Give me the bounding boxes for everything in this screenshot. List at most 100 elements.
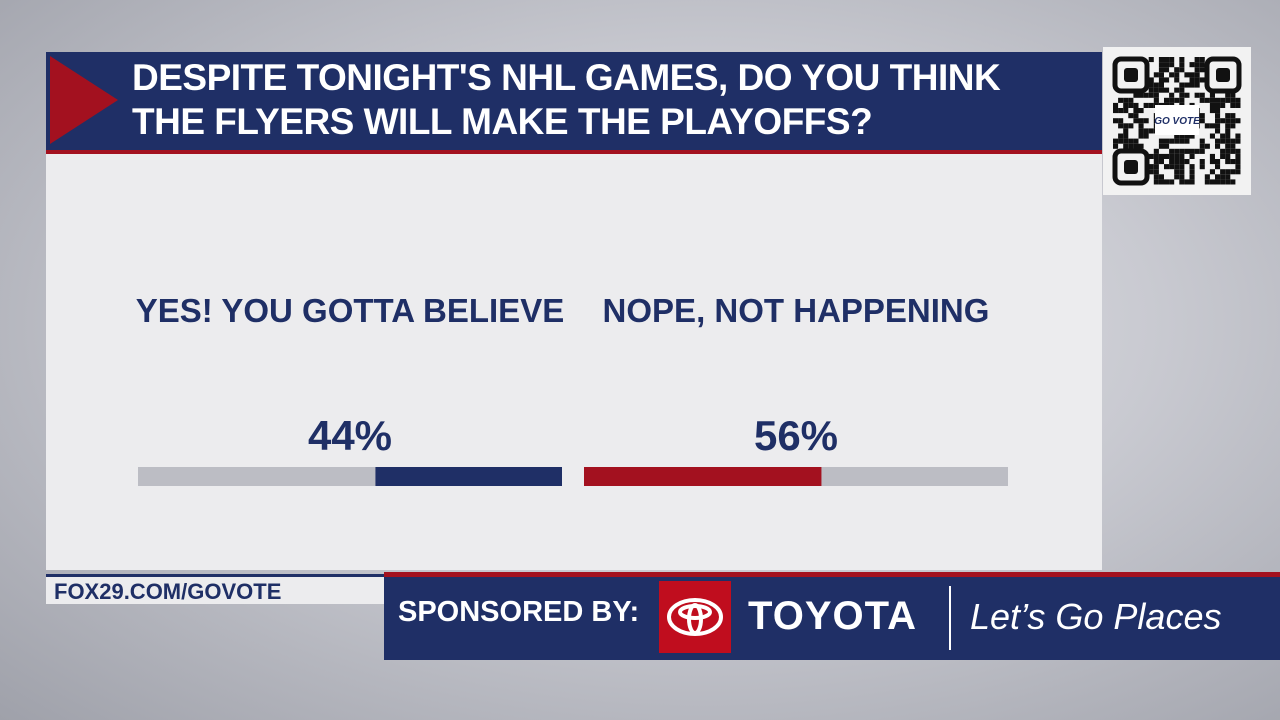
- qr-cell: [1158, 57, 1164, 63]
- qr-cell: [1164, 97, 1170, 103]
- qr-cell: [1164, 143, 1170, 149]
- qr-cell: [1199, 118, 1205, 124]
- qr-pattern: GO VOTE: [1112, 56, 1242, 186]
- qr-cell: [1215, 123, 1221, 129]
- qr-cell: [1169, 138, 1175, 144]
- qr-cell: [1230, 123, 1236, 129]
- logo-mark: [667, 598, 723, 636]
- qr-cell: [1235, 148, 1241, 154]
- qr-cell: [1209, 102, 1215, 108]
- qr-cell: [1128, 143, 1134, 149]
- qr-cell: [1225, 159, 1231, 165]
- qr-cell: [1169, 92, 1175, 98]
- qr-cell: [1164, 179, 1170, 185]
- sponsor-label: SPONSORED BY:: [398, 596, 640, 628]
- qr-cell: [1194, 67, 1200, 73]
- qr-cell: [1209, 97, 1215, 103]
- qr-cell: [1138, 92, 1144, 98]
- qr-cell: [1225, 113, 1231, 119]
- qr-cell: [1128, 123, 1134, 129]
- qr-cell: [1225, 174, 1231, 180]
- qr-cell: [1225, 169, 1231, 175]
- qr-cell: [1235, 138, 1241, 144]
- qr-cell: [1225, 133, 1231, 139]
- qr-cell: [1220, 133, 1226, 139]
- qr-cell: [1225, 138, 1231, 144]
- qr-cell: [1220, 138, 1226, 144]
- qr-cell: [1235, 118, 1241, 124]
- qr-cell: [1148, 77, 1154, 83]
- qr-cell: [1199, 148, 1205, 154]
- divider: [949, 586, 951, 650]
- qr-cell: [1215, 113, 1221, 119]
- qr-cell: [1153, 153, 1159, 159]
- qr-cell: [1209, 92, 1215, 98]
- qr-cell: [1189, 77, 1195, 83]
- qr-cell: [1179, 87, 1185, 93]
- qr-cell: [1133, 102, 1139, 108]
- arrow-icon: [50, 56, 118, 144]
- qr-cell: [1209, 179, 1215, 185]
- qr-cell: [1179, 169, 1185, 175]
- qr-cell: [1133, 143, 1139, 149]
- qr-cell: [1215, 159, 1221, 165]
- qr-cell: [1158, 153, 1164, 159]
- qr-cell: [1143, 92, 1149, 98]
- qr-cell: [1189, 133, 1195, 139]
- qr-cell: [1235, 159, 1241, 165]
- qr-cell: [1225, 143, 1231, 149]
- qr-cell: [1189, 62, 1195, 68]
- qr-cell: [1235, 153, 1241, 159]
- qr-cell: [1199, 77, 1205, 83]
- brand: TOYOTA: [748, 594, 917, 638]
- qr-cell: [1169, 153, 1175, 159]
- qr-cell: [1220, 102, 1226, 108]
- header: [46, 52, 1102, 154]
- qr-cell: [1158, 159, 1164, 165]
- qr-cell: [1153, 164, 1159, 170]
- qr-cell: [1133, 108, 1139, 114]
- qr-cell: [1169, 62, 1175, 68]
- qr-cell: [1113, 143, 1119, 149]
- qr-cell: [1230, 148, 1236, 154]
- qr-cell: [1143, 118, 1149, 124]
- qr-cell: [1164, 67, 1170, 73]
- qr-cell: [1123, 143, 1129, 149]
- qr-cell: [1215, 143, 1221, 149]
- qr-cell: [1113, 138, 1119, 144]
- qr-cell: [1215, 108, 1221, 114]
- qr-cell: [1138, 143, 1144, 149]
- qr-cell: [1174, 67, 1180, 73]
- qr-cell: [1225, 123, 1231, 129]
- qr-cell: [1133, 92, 1139, 98]
- qr-cell: [1143, 133, 1149, 139]
- qr-cell: [1123, 133, 1129, 139]
- qr-cell: [1204, 174, 1210, 180]
- qr-cell: [1158, 138, 1164, 144]
- qr-cell: [1148, 57, 1154, 63]
- qr-cell: [1133, 118, 1139, 124]
- qr-cell: [1123, 128, 1129, 134]
- qr-finder: [1112, 56, 1150, 94]
- qr-cell: [1158, 72, 1164, 78]
- qr-cell: [1138, 118, 1144, 124]
- qr-cell: [1169, 179, 1175, 185]
- qr-cell: [1179, 164, 1185, 170]
- qr-code: GO VOTE: [1103, 47, 1251, 195]
- qr-cell: [1189, 179, 1195, 185]
- qr-cell: [1189, 153, 1195, 159]
- qr-cell: [1118, 97, 1124, 103]
- value-label: 56%: [754, 412, 838, 459]
- qr-cell: [1225, 97, 1231, 103]
- qr-cell: [1148, 87, 1154, 93]
- qr-cell: [1113, 118, 1119, 124]
- qr-cell: [1153, 87, 1159, 93]
- qr-cell: [1148, 164, 1154, 170]
- qr-cell: [1174, 148, 1180, 154]
- qr-cell: [1179, 138, 1185, 144]
- qr-cell: [1164, 62, 1170, 68]
- qr-cell: [1174, 159, 1180, 165]
- qr-cell: [1199, 164, 1205, 170]
- qr-cell: [1179, 174, 1185, 180]
